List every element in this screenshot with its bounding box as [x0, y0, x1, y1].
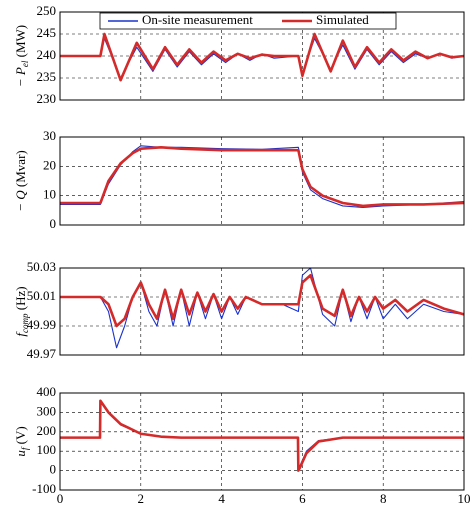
y-axis-label: fcomp (Hz) — [13, 286, 30, 336]
legend-label: On-site measurement — [142, 12, 253, 27]
series-line — [60, 37, 465, 79]
y-tick-label: 0 — [50, 216, 57, 231]
y-tick-label: -100 — [32, 481, 56, 496]
y-label-main: u — [13, 450, 28, 457]
y-label-sub: el — [20, 60, 30, 67]
series-line — [60, 145, 465, 208]
legend-label: Simulated — [316, 12, 369, 27]
y-label-main: − Q — [13, 190, 28, 212]
y-label-unit: (MW) — [13, 25, 28, 61]
legend-box — [99, 12, 397, 30]
y-tick-label: 240 — [37, 47, 57, 62]
x-tick-label: 8 — [380, 491, 387, 505]
y-axis-label: − Q (Mvar) — [13, 150, 28, 212]
y-label-main: f — [13, 331, 28, 337]
x-tick-label: 0 — [57, 491, 64, 505]
y-tick-label: 235 — [37, 69, 57, 84]
plot-frame — [59, 11, 465, 101]
plot-frame — [59, 392, 465, 491]
series-line — [60, 32, 465, 82]
y-tick-label: 0 — [50, 462, 57, 477]
y-label-sub: f — [20, 446, 30, 450]
y-tick-label: 245 — [37, 25, 57, 40]
y-label-unit: (Hz) — [13, 286, 28, 313]
y-tick-label: 50.01 — [27, 288, 56, 303]
y-label-unit: (V) — [13, 426, 28, 447]
y-tick-label: 100 — [37, 442, 57, 457]
plot-frame — [59, 267, 465, 356]
y-tick-label: 230 — [37, 91, 57, 106]
y-tick-label: 30 — [43, 128, 56, 143]
y-tick-label: 200 — [37, 423, 57, 438]
y-tick-label: 10 — [43, 187, 56, 202]
y-tick-label: 400 — [37, 384, 57, 399]
plot-frame — [59, 136, 465, 226]
x-tick-label: 2 — [138, 491, 145, 505]
y-label-sub: comp — [20, 313, 30, 333]
x-tick-label: 10 — [458, 491, 471, 505]
y-tick-label: 49.97 — [27, 346, 57, 361]
y-axis-label: − Pel (MW) — [13, 25, 30, 87]
y-tick-label: 50.03 — [27, 259, 56, 274]
series-line — [60, 273, 465, 328]
series-line — [60, 145, 465, 208]
y-label-unit: (Mvar) — [13, 150, 28, 190]
y-tick-label: 49.99 — [27, 317, 56, 332]
y-tick-label: 300 — [37, 403, 57, 418]
x-tick-label: 6 — [299, 491, 306, 505]
series-line — [60, 399, 464, 472]
y-tick-label: 250 — [37, 3, 57, 18]
y-label-main: − P — [13, 67, 28, 87]
x-tick-label: 4 — [218, 491, 225, 505]
y-tick-label: 20 — [43, 157, 56, 172]
y-axis-label: uf (V) — [13, 426, 30, 456]
